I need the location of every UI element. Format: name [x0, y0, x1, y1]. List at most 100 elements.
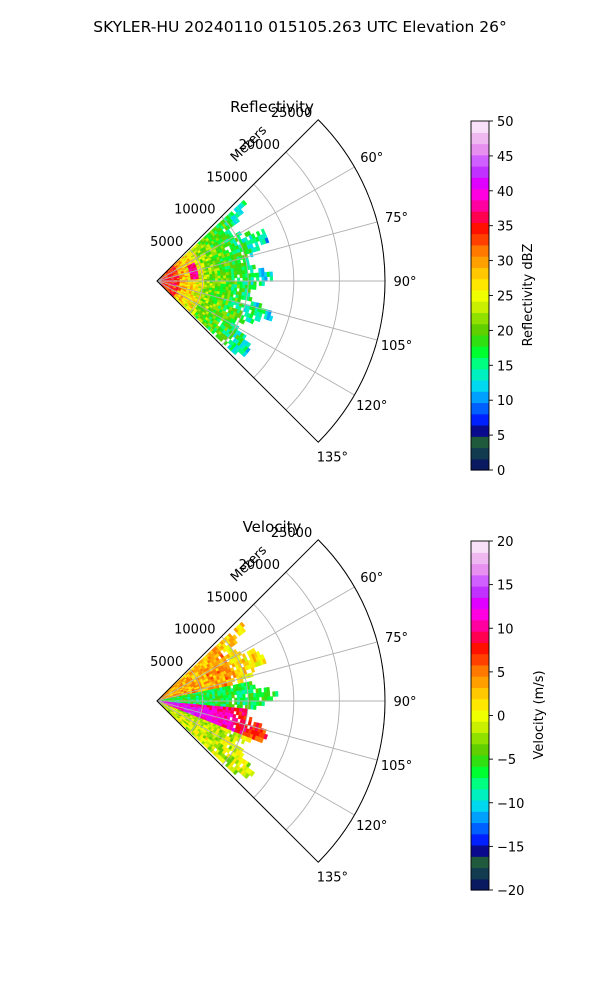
colorbar-tick-label: −5 [497, 753, 516, 768]
colorbar-segment [471, 574, 489, 587]
colorbar-tick-label: 5 [497, 666, 505, 681]
colorbar-segment [471, 413, 489, 426]
colorbar-segment [471, 766, 489, 779]
azimuth-tick-label: 135° [317, 450, 348, 465]
colorbar-segment [471, 822, 489, 835]
colorbar-tick-label: −10 [497, 797, 524, 812]
azimuth-line [156, 280, 378, 341]
colorbar-tick-label: 20 [497, 324, 514, 339]
colorbar-segment [471, 357, 489, 370]
azimuth-tick-label: 120° [356, 819, 387, 834]
azimuth-line [156, 280, 355, 396]
azimuth-tick-label: 105° [381, 339, 412, 354]
radial-tick-label: 15000 [206, 170, 247, 185]
radial-tick-label: 5000 [150, 655, 183, 670]
colorbar-segment [471, 447, 489, 460]
reflectivity-colorbar: 0 5 10 15 20 25 30 35 40 45 50 [470, 115, 514, 479]
sector-outline [156, 119, 386, 443]
colorbar-segment [471, 552, 489, 565]
colorbar-segment [471, 222, 489, 235]
colorbar-segment [471, 334, 489, 347]
colorbar-segment [471, 631, 489, 643]
colorbar-segment [471, 436, 489, 449]
polar-grid [156, 539, 386, 863]
velocity-colorbar: −20 −15 −10 −5 0 5 10 15 20 [470, 535, 524, 899]
radar-echo-field [159, 199, 274, 358]
azimuth-line [156, 700, 355, 816]
radar-echo-field [159, 621, 279, 780]
colorbar-segment [471, 177, 489, 190]
colorbar-segment [471, 732, 489, 745]
colorbar-tick-label: 10 [497, 394, 514, 409]
radial-tick-label: 20000 [239, 558, 280, 573]
colorbar-segment [471, 301, 489, 313]
radial-tick-label: 10000 [174, 623, 215, 638]
colorbar-tick-label: 30 [497, 255, 514, 270]
colorbar-tick-label: 50 [497, 115, 514, 130]
colorbar-segment [471, 844, 489, 857]
colorbar-segment [471, 878, 489, 891]
colorbar-segment [471, 867, 489, 880]
azimuth-line [156, 166, 355, 282]
colorbar-segment [471, 709, 489, 722]
radial-tick-label: 25000 [271, 526, 312, 541]
colorbar-segment [471, 698, 489, 711]
colorbar-tick-label: −15 [497, 840, 524, 855]
colorbar-segment [471, 856, 489, 869]
radial-tick-label: 20000 [239, 138, 280, 153]
colorbar-segment [471, 811, 489, 824]
colorbar-segment [471, 312, 489, 325]
colorbar-tick-label: 10 [497, 622, 514, 637]
colorbar-segment [471, 563, 489, 576]
colorbar-segment [471, 458, 489, 471]
colorbar-segment [471, 233, 489, 246]
colorbar-segment [471, 289, 489, 302]
colorbar-tick-label: 35 [497, 220, 514, 235]
colorbar-segment [471, 676, 489, 688]
azimuth-tick-label: 90° [393, 275, 416, 290]
colorbar-tick-label: 25 [497, 290, 514, 305]
azimuth-line [156, 700, 378, 761]
azimuth-tick-label: 75° [385, 211, 408, 226]
colorbar-segment [471, 278, 489, 291]
colorbar-segment [471, 132, 489, 145]
reflectivity-title: Reflectivity [230, 98, 314, 116]
colorbar-tick-label: 5 [497, 429, 505, 444]
colorbar-segment [471, 368, 489, 381]
colorbar-segment [471, 154, 489, 167]
colorbar-segment [471, 833, 489, 846]
colorbar-segment [471, 346, 489, 359]
radial-tick-label: 5000 [150, 235, 183, 250]
colorbar-segment [471, 424, 489, 437]
sector-outline [156, 539, 386, 863]
polar-grid [156, 119, 386, 443]
colorbar-segment [471, 391, 489, 404]
colorbar-segment [471, 687, 489, 700]
colorbar-tick-label: 20 [497, 535, 514, 550]
azimuth-tick-label: 60° [360, 571, 383, 586]
colorbar-segment [471, 721, 489, 733]
colorbar-segment [471, 653, 489, 666]
figure-suptitle: SKYLER-HU 20240110 015105.263 UTC Elevat… [93, 18, 507, 36]
colorbar-segment [471, 402, 489, 415]
colorbar-segment [471, 143, 489, 156]
reflectivity-panel: Reflectivity 500010000150002000025000Met… [150, 98, 536, 479]
colorbar-tick-label: 40 [497, 185, 514, 200]
radial-tick-label: 15000 [206, 590, 247, 605]
colorbar-segment [471, 211, 489, 223]
colorbar-segment [471, 267, 489, 280]
colorbar-tick-label: 15 [497, 579, 514, 594]
azimuth-tick-label: 75° [385, 631, 408, 646]
colorbar-segment [471, 541, 489, 553]
colorbar-segment [471, 597, 489, 610]
colorbar-tick-label: 45 [497, 150, 514, 165]
colorbar-segment [471, 586, 489, 598]
colorbar-segment [471, 166, 489, 178]
azimuth-line [156, 586, 355, 702]
colorbar-segment [471, 608, 489, 621]
azimuth-tick-label: 60° [360, 151, 383, 166]
azimuth-line [156, 641, 378, 702]
colorbar-segment [471, 777, 489, 790]
